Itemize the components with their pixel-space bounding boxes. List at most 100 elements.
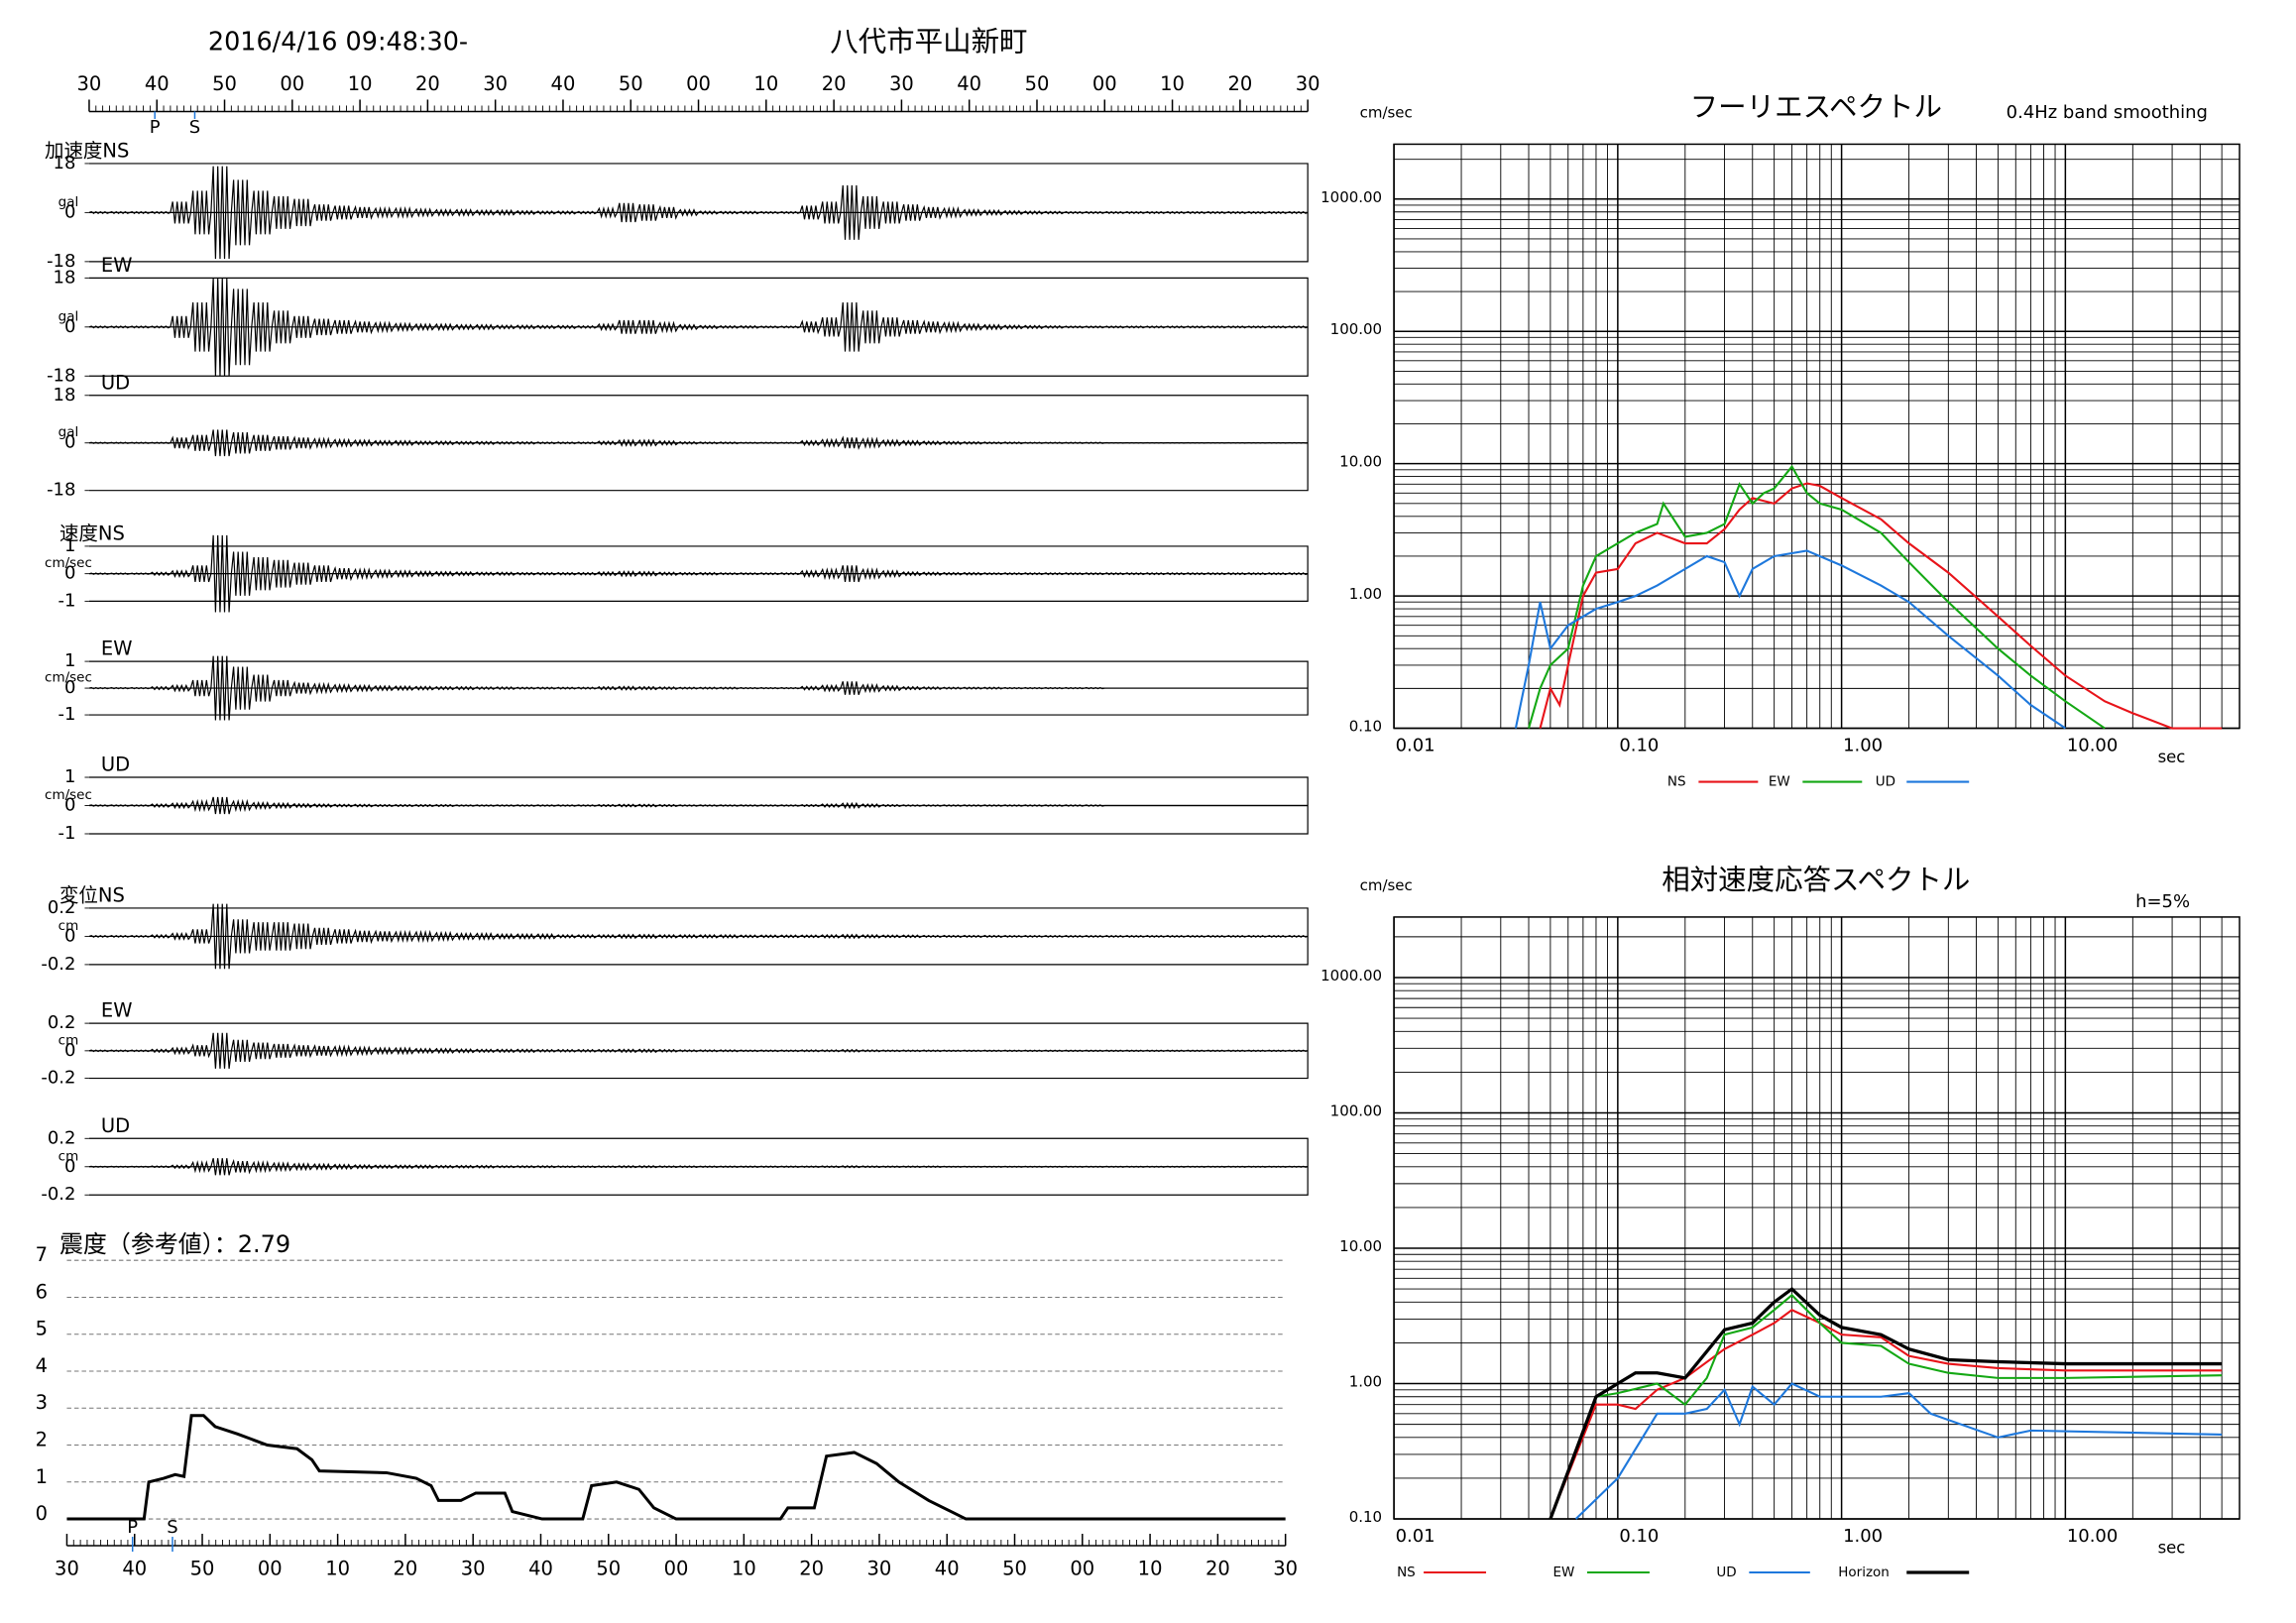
waveform-segment [739,686,760,690]
waveform-segment [677,440,699,445]
waveform-segment [779,325,801,329]
waveform-segment [1205,572,1227,576]
waveform-segment [1165,1165,1187,1168]
waveform-segment [941,206,964,219]
x-tick-label: 40 [551,72,576,95]
waveform-segment [698,324,720,330]
x-tick-label: 00 [1092,72,1117,95]
waveform-segment [718,1165,740,1169]
waveform-segment [352,438,375,447]
waveform-segment [413,1164,435,1170]
waveform-segment [636,438,659,447]
waveform-segment [1064,1049,1085,1053]
waveform-segment [677,804,699,807]
waveform-segment [515,933,537,940]
waveform-segment [495,571,517,576]
y-tick-label: -0.2 [41,1068,75,1089]
waveform-segment [1246,1049,1268,1053]
waveform-segment [1023,934,1044,938]
waveform-segment [617,685,638,691]
waveform-segment [555,210,577,215]
waveform-segment [251,556,273,591]
waveform-segment [576,210,598,215]
waveform-segment [129,210,151,214]
x-tick-label: 10 [753,72,778,95]
waveform-segment [636,203,659,221]
waveform-segment [474,208,497,216]
panel-name: EW [101,638,133,660]
waveform-segment [1287,572,1309,576]
waveform-segment [129,934,151,938]
waveform-segment [129,572,151,575]
waveform-segment [210,796,232,815]
waveform-segment [698,1165,720,1169]
waveform-segment [779,686,801,690]
x-tick-label: 50 [1025,72,1050,95]
waveform-segment [677,208,700,217]
waveform-segment [393,1164,415,1170]
waveform-segment [1104,1049,1125,1053]
waveform-segment [88,441,110,444]
waveform-segment [332,1044,354,1058]
waveform-segment [1064,804,1085,807]
waveform-segment [1287,1049,1309,1053]
waveform-segment [901,804,923,807]
waveform-segment [311,803,334,808]
waveform-segment [251,1042,273,1060]
y-tick-label: 3 [36,1391,48,1414]
y-tick-label: 0.2 [48,897,76,918]
fourier-title: フーリエスペクトル [1690,90,1942,123]
waveform-segment [1002,572,1024,576]
waveform-segment [799,934,821,939]
waveform-segment [1246,572,1268,576]
y-tick-label: 0 [36,1502,48,1525]
waveform-segment [150,934,172,939]
x-tick-label: 10 [1138,1558,1163,1580]
y-tick-label: -18 [47,365,75,386]
waveform-segment [1002,804,1024,807]
waveform-segment [799,685,821,691]
waveform-segment [981,323,1004,331]
waveform-segment [555,804,577,807]
waveform-segment [332,566,354,582]
waveform-segment [170,1164,191,1170]
waveform-segment [393,685,415,692]
waveform-segment [758,1049,780,1053]
y-tick-label: 100.00 [1330,320,1382,338]
waveform-segment [474,571,496,576]
waveform-segment [1043,441,1065,444]
legend-label: NS [1667,774,1686,790]
waveform-segment [230,289,253,366]
waveform-segment [739,324,760,329]
waveform-segment [291,198,313,227]
y-tick-label: 0.10 [1349,1508,1382,1526]
x-tick-label: 20 [1227,72,1252,95]
waveform-segment [698,210,720,215]
waveform-segment [1165,441,1187,444]
waveform-segment [1023,572,1045,576]
x-tick-label: 20 [415,72,440,95]
waveform-segment [311,565,334,583]
waveform-segment [901,1165,923,1169]
legend-label: Horizon [1838,1565,1890,1580]
panel-name: EW [101,999,133,1022]
waveform-segment [962,1165,983,1168]
y-tick-label: 100.00 [1330,1101,1382,1119]
unit-label: cm/sec [45,670,92,686]
waveform-segment [210,534,232,613]
waveform-segment [982,441,1004,445]
waveform-segment [617,803,638,808]
phase-label: S [189,117,200,138]
waveform-segment [962,934,983,939]
waveform-segment [636,1048,658,1054]
intensity-line [66,1414,1286,1521]
waveform-segment [860,310,882,344]
x-tick-label: 30 [55,1558,79,1580]
waveform-segment [109,1165,131,1168]
waveform-segment [373,320,395,334]
y-tick-label: 10.00 [1339,453,1382,471]
waveform-segment [1267,1049,1288,1053]
waveform-segment [170,569,191,579]
waveform-segment [576,1165,598,1169]
waveform-segment [352,319,375,335]
